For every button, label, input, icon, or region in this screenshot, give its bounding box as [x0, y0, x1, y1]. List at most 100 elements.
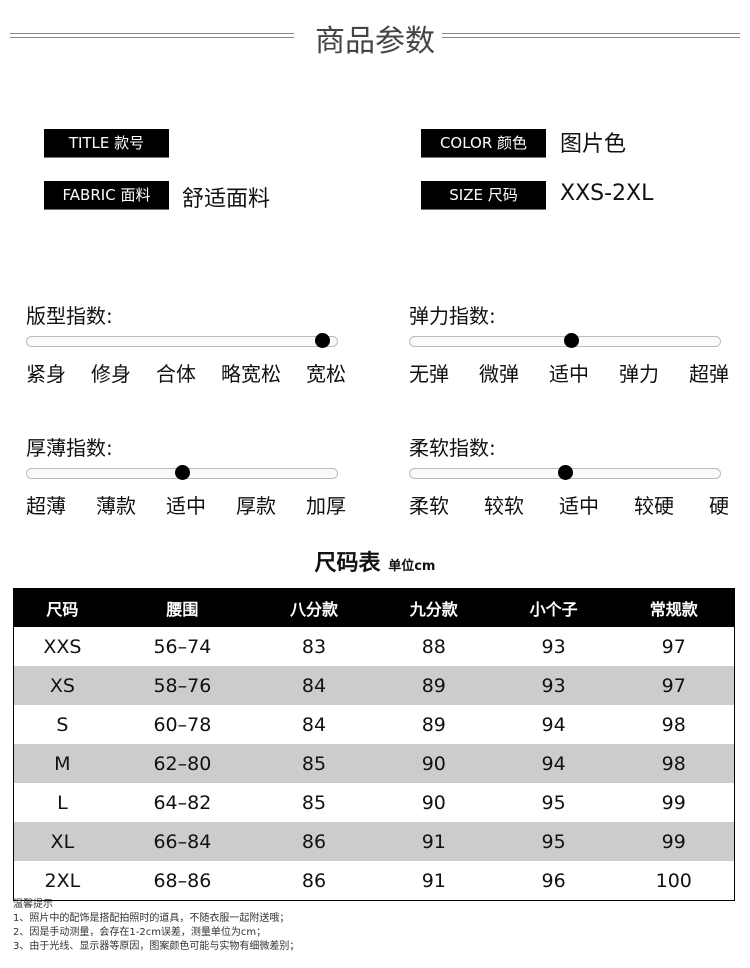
table-cell: 88 [421, 635, 446, 658]
index-option: 较硬 [634, 494, 674, 518]
index-option: 加厚 [306, 494, 346, 518]
index-slider [409, 333, 721, 348]
table-cell: 84 [254, 666, 374, 705]
index-knob [564, 333, 580, 348]
index-option: 超薄 [26, 494, 66, 518]
notes: 温馨提示 1、照片中的配饰是搭配拍照时的道具，不随衣服一起附送哦； 2、因是手动… [13, 898, 299, 954]
table-cell: 97 [661, 635, 686, 658]
table-cell: 90 [421, 791, 446, 814]
table-cell: XS [13, 666, 111, 705]
size-table: 尺码 腰围 八分款 九分款 小个子 常规款 XXS 56–74 83 88 93 97 XS 58–76… [13, 588, 735, 901]
index-options: 超薄 薄款 适中 厚款 加厚 [26, 490, 346, 519]
table-cell: XXS [43, 635, 82, 658]
column-header: 尺码 [13, 588, 111, 627]
index-knob [314, 333, 330, 348]
table-cell: XL [13, 822, 111, 861]
note-item: 2、因是手动测量，会存在1-2cm误差，测量单位为cm； [13, 927, 267, 938]
table-cell: 100 [655, 869, 692, 892]
table-row: M 62–80 85 90 94 98 [13, 744, 735, 783]
table-cell: 91 [373, 822, 494, 861]
table-row: XS 58–76 84 89 93 97 [13, 666, 735, 705]
table-cell: 85 [301, 791, 327, 814]
index-option: 略宽松 [221, 362, 281, 386]
index-option: 厚款 [236, 494, 276, 518]
table-row: XL 66–84 86 91 95 99 [13, 822, 735, 861]
table-cell: 98 [613, 744, 735, 783]
index-option: 适中 [166, 494, 206, 518]
index-title: 版型指数: [26, 304, 113, 328]
table-cell: 99 [613, 822, 735, 861]
table-row: 2XL 68–86 86 91 96 100 [14, 861, 735, 901]
table-cell: 97 [613, 666, 735, 705]
color-tag: COLOR 颜色 [421, 129, 546, 158]
divider-left [10, 33, 294, 38]
table-cell: 90 [373, 744, 494, 783]
fabric-tag: FABRIC 面料 [44, 181, 169, 210]
index-option: 柔软 [409, 494, 449, 518]
table-row: L 64–82 85 90 95 99 [14, 783, 735, 822]
table-cell: 99 [661, 791, 686, 814]
table-cell: 98 [661, 713, 686, 736]
size-table-heading: 尺码表 [314, 551, 381, 576]
table-cell: 93 [493, 666, 614, 705]
index-options: 紧身 修身 合体 略宽松 宽松 [26, 358, 346, 387]
index-slider [409, 465, 721, 480]
index-option: 合体 [156, 362, 196, 386]
index-knob [558, 465, 573, 480]
column-header: 九分款 [373, 588, 494, 627]
table-cell: 89 [421, 713, 446, 736]
table-cell: 2XL [44, 869, 81, 892]
column-header: 八分款 [254, 588, 374, 627]
table-cell: 68–86 [153, 869, 212, 892]
table-row: XXS 56–74 83 88 93 97 [14, 627, 735, 666]
index-title: 弹力指数: [409, 304, 496, 328]
index-option: 修身 [91, 362, 131, 386]
index-option: 无弹 [409, 362, 449, 386]
table-cell: M [13, 744, 111, 783]
table-cell: 91 [421, 869, 446, 892]
index-option: 紧身 [26, 362, 66, 386]
size-tag: SIZE 尺码 [421, 181, 546, 210]
index-title: 厚薄指数: [26, 436, 113, 460]
index-option: 适中 [549, 362, 589, 386]
table-row: S 60–78 84 89 94 98 [14, 705, 735, 744]
divider-right [442, 33, 740, 38]
table-cell: 58–76 [110, 666, 255, 705]
color-value: 图片色 [560, 132, 627, 157]
index-title: 柔软指数: [409, 436, 496, 460]
fabric-value: 舒适面料 [182, 187, 271, 212]
table-cell: 96 [541, 869, 566, 892]
size-table-title: 尺码表 单位cm [0, 545, 750, 577]
index-options: 柔软 较软 适中 较硬 硬 [409, 490, 729, 519]
table-cell: 86 [254, 822, 374, 861]
index-options: 无弹 微弹 适中 弹力 超弹 [409, 358, 729, 387]
table-cell: 85 [254, 744, 374, 783]
index-option: 适中 [559, 494, 599, 518]
table-cell: 93 [541, 635, 566, 658]
note-item: 3、由于光线、显示器等原因，图案颜色可能与实物有细微差别； [13, 941, 300, 952]
index-slider [26, 333, 338, 348]
note-item: 1、照片中的配饰是搭配拍照时的道具，不随衣服一起附送哦； [13, 913, 290, 924]
page-title: 商品参数 [315, 24, 435, 59]
table-cell: 84 [301, 713, 327, 736]
table-cell: 66–84 [110, 822, 255, 861]
table-cell: L [57, 791, 68, 814]
table-cell: 64–82 [153, 791, 212, 814]
index-option: 超弹 [689, 362, 729, 386]
table-cell: 86 [301, 869, 327, 892]
table-cell: 89 [373, 666, 494, 705]
column-header: 小个子 [493, 588, 614, 627]
size-table-unit: 单位cm [388, 559, 436, 574]
table-cell: 95 [493, 822, 614, 861]
table-cell: 83 [301, 635, 327, 658]
index-slider [26, 465, 338, 480]
index-option: 薄款 [96, 494, 136, 518]
index-option: 硬 [709, 494, 729, 518]
index-option: 较软 [484, 494, 524, 518]
table-cell: 60–78 [153, 713, 212, 736]
table-cell: 94 [541, 713, 566, 736]
table-cell: 56–74 [153, 635, 212, 658]
notes-title: 温馨提示 [13, 899, 53, 910]
title-tag: TITLE 款号 [44, 129, 169, 158]
